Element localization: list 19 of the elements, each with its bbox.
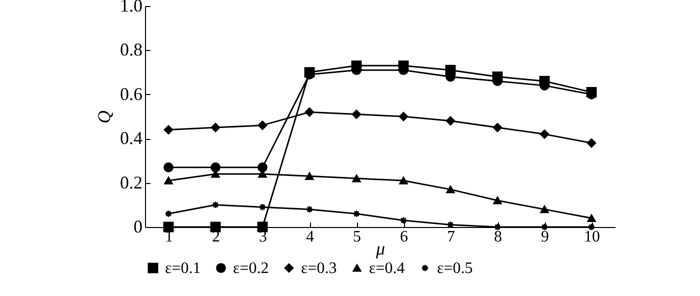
legend-label: ε=0.2 [233, 260, 269, 277]
y-tick-label: 0 [134, 216, 142, 236]
x-tick-label: 7 [447, 228, 455, 246]
x-tick-label: 6 [400, 228, 408, 246]
y-tick-label: 0.6 [120, 84, 142, 104]
y-tick-label: 0.4 [120, 128, 142, 148]
y-tick-label: 0.2 [120, 172, 142, 192]
x-axis-title: μ [374, 238, 386, 258]
x-tick-label: 5 [353, 228, 361, 246]
x-tick-label: 8 [494, 228, 502, 246]
legend-label: ε=0.5 [437, 260, 473, 277]
x-tick-label: 10 [584, 228, 600, 246]
legend-label: ε=0.3 [301, 260, 337, 277]
y-axis-title: Q [94, 110, 114, 124]
x-tick-label: 9 [541, 228, 549, 246]
y-tick-label: 0.8 [120, 40, 142, 60]
legend-label: ε=0.1 [165, 260, 201, 277]
x-tick-label: 4 [306, 228, 314, 246]
legend-label: ε=0.4 [369, 260, 405, 277]
